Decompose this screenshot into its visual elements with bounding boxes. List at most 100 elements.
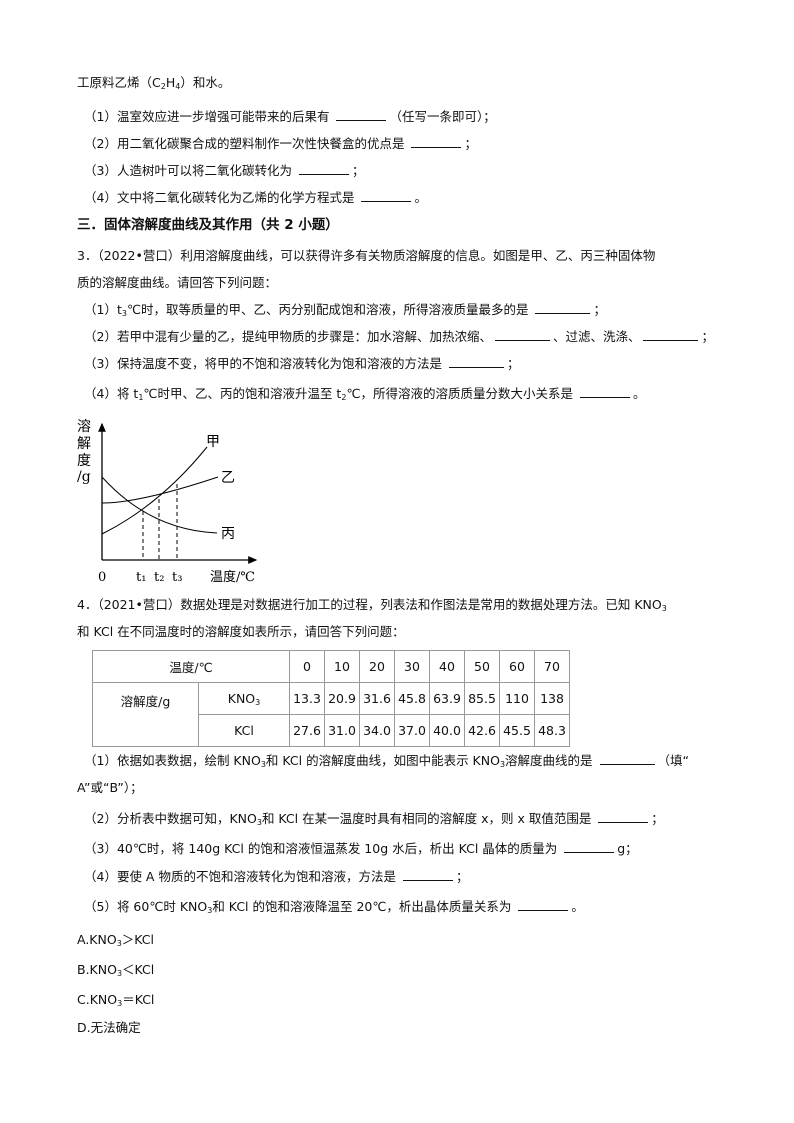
answer-blank[interactable] — [402, 869, 453, 881]
t1-label: t₁ — [136, 570, 146, 585]
subscript: 3 — [255, 697, 261, 707]
answer-blank[interactable] — [494, 329, 550, 341]
text-segment: ＞KCl — [121, 932, 155, 947]
text-segment: （填“ — [657, 753, 690, 768]
y-label-1: 溶 — [77, 419, 91, 435]
text-segment: ℃，所得溶液的溶质质量分数大小关系是 — [346, 386, 577, 401]
value-cell: 34.0 — [359, 714, 395, 747]
answer-blank[interactable] — [361, 190, 412, 202]
x-axis-label: 温度/℃ — [210, 569, 255, 585]
answer-blank[interactable] — [535, 302, 591, 314]
text-segment: ； — [506, 356, 520, 371]
text-segment: 。 — [414, 190, 427, 205]
value-cell: 27.6 — [289, 714, 325, 747]
answer-blank[interactable] — [411, 136, 462, 148]
subscript: 3 — [121, 309, 127, 318]
curve-yi — [101, 476, 219, 504]
text-segment: （3）保持温度不变，将甲的不饱和溶液转化为饱和溶液的方法是 — [84, 356, 446, 371]
text-segment: D.无法确定 — [77, 1020, 141, 1035]
table-row: 溶解度/g KNO3 13.3 20.9 31.6 45.8 63.9 85.5… — [92, 682, 570, 747]
temp-cell: 10 — [324, 650, 360, 683]
text-segment: 三．固体溶解度曲线及其作用（共 2 小题） — [77, 217, 339, 233]
text-line: 三．固体溶解度曲线及其作用（共 2 小题） — [77, 217, 339, 233]
text-line: （3）人造树叶可以将二氧化碳转化为 ； — [84, 163, 364, 179]
text-segment: （4）文中将二氧化碳转化为乙烯的化学方程式是 — [84, 190, 359, 205]
answer-blank[interactable] — [564, 841, 615, 853]
text-segment: 。 — [632, 386, 646, 401]
answer-blank[interactable] — [643, 329, 699, 341]
answer-blank[interactable] — [599, 753, 655, 765]
value-cell: 110 — [499, 682, 535, 715]
answer-blank[interactable] — [518, 899, 569, 911]
text-line: （5）将 60℃时 KNO3和 KCl 的饱和溶液降温至 20℃，析出晶体质量关… — [84, 899, 584, 919]
text-segment: 和 KCl 在不同温度时的溶解度如表所示，请回答下列问题： — [77, 624, 405, 639]
subscript: 1 — [138, 393, 144, 402]
value-cell: 45.5 — [499, 714, 535, 747]
text-segment: （4）要使 A 物质的不饱和溶液转化为饱和溶液，方法是 — [84, 869, 400, 884]
temp-cell: 20 — [359, 650, 395, 683]
temp-cell: 50 — [464, 650, 500, 683]
text-segment: 4．（2021•营口）数据处理是对数据进行加工的过程，列表法和作图法是常用的数据… — [77, 597, 662, 612]
header-label: 温度/℃ — [92, 650, 290, 683]
answer-blank[interactable] — [336, 109, 387, 121]
text-segment: （任写一条即可）； — [389, 109, 496, 124]
subscript: 3 — [661, 604, 667, 613]
text-segment: （3）人造树叶可以将二氧化碳转化为 — [84, 163, 296, 178]
temp-cell: 40 — [429, 650, 465, 683]
text-segment: 和 KCl 的溶解度曲线，如图中能表示 KNO — [265, 753, 500, 768]
text-segment: 和 KCl 在某一温度时具有相同的溶解度 x，则 x 取值范围是 — [261, 811, 596, 826]
text-segment: ； — [593, 302, 606, 317]
text-segment: 工原料乙烯（C — [77, 75, 161, 90]
text-segment: （2）用二氧化碳聚合成的塑料制作一次性快餐盒的优点是 — [84, 136, 409, 151]
y-label-4: /g — [77, 469, 91, 485]
text-line: 和 KCl 在不同温度时的溶解度如表所示，请回答下列问题： — [77, 624, 405, 640]
solubility-curve-figure: 溶 解 度 /g 0 t₁ t₂ t₃ 温度/℃ 甲 乙 丙 — [77, 419, 258, 585]
text-line: A.KNO3＞KCl — [77, 932, 154, 952]
value-cell: 37.0 — [394, 714, 430, 747]
text-segment: ）和水。 — [180, 75, 231, 90]
answer-blank[interactable] — [448, 356, 504, 368]
text-segment: （2）若甲中混有少量的乙，提纯甲物质的步骤是：加水溶解、加热浓缩、 — [84, 329, 492, 344]
text-segment: 和 KCl 的饱和溶液降温至 20℃，析出晶体质量关系为 — [212, 899, 516, 914]
text-line: 质的溶解度曲线。请回答下列问题： — [77, 275, 277, 291]
text-line: （3）保持温度不变，将甲的不饱和溶液转化为饱和溶液的方法是 ； — [84, 356, 519, 372]
origin-label: 0 — [98, 570, 106, 585]
t2-label: t₂ — [154, 570, 164, 585]
text-segment: ； — [351, 163, 365, 178]
subscript: 3 — [117, 999, 123, 1008]
substance-cell: KCl — [198, 714, 290, 747]
answer-blank[interactable] — [598, 811, 649, 823]
answer-blank[interactable] — [298, 163, 349, 175]
subscript: 3 — [116, 939, 122, 948]
text-segment: H — [165, 75, 176, 90]
text-segment: B.KNO — [77, 962, 117, 977]
text-line: （2）若甲中混有少量的乙，提纯甲物质的步骤是：加水溶解、加热浓缩、 、过滤、洗涤、… — [84, 329, 714, 345]
text-line: B.KNO3＜KCl — [77, 962, 154, 982]
text-segment: （5）将 60℃时 KNO — [84, 899, 208, 914]
subscript: 3 — [499, 760, 506, 769]
text-segment: A”或“B”）； — [77, 780, 143, 795]
text-segment: 质的溶解度曲线。请回答下列问题： — [77, 275, 278, 290]
text-line: A”或“B”）； — [77, 780, 143, 796]
text-segment: （2）分析表中数据可知，KNO — [84, 811, 257, 826]
text-line: D.无法确定 — [77, 1020, 141, 1036]
y-label-3: 度 — [77, 453, 91, 469]
text-segment: （4）将 t — [84, 386, 139, 401]
value-cell: 13.3 — [289, 682, 325, 715]
text-segment: （1）温室效应进一步增强可能带来的后果有 — [84, 109, 334, 124]
text-line: （4）将 t1℃时甲、乙、丙的饱和溶液升温至 t2℃，所得溶液的溶质质量分数大小… — [84, 386, 645, 406]
text-segment: （3）40℃时，将 140g KCl 的饱和溶液恒温蒸发 10g 水后，析出 K… — [84, 841, 562, 856]
curve-label-bing: 丙 — [221, 526, 235, 542]
text-segment: 、过滤、洗涤、 — [552, 329, 641, 344]
text-line: （4）要使 A 物质的不饱和溶液转化为饱和溶液，方法是 ； — [84, 869, 468, 885]
curve-bing — [101, 476, 218, 534]
text-line: 工原料乙烯（C2H4）和水。 — [77, 75, 230, 95]
text-segment: ； — [651, 811, 664, 826]
row-label: 溶解度/g — [92, 682, 199, 747]
text-line: （1）依据如表数据，绘制 KNO3和 KCl 的溶解度曲线，如图中能表示 KNO… — [84, 753, 689, 773]
value-cell: 20.9 — [324, 682, 360, 715]
solubility-table: 温度/℃ 0 10 20 30 40 50 60 70 溶解度/g KNO3 1… — [92, 650, 570, 747]
value-cell: 48.3 — [534, 714, 570, 747]
answer-blank[interactable] — [579, 386, 630, 398]
